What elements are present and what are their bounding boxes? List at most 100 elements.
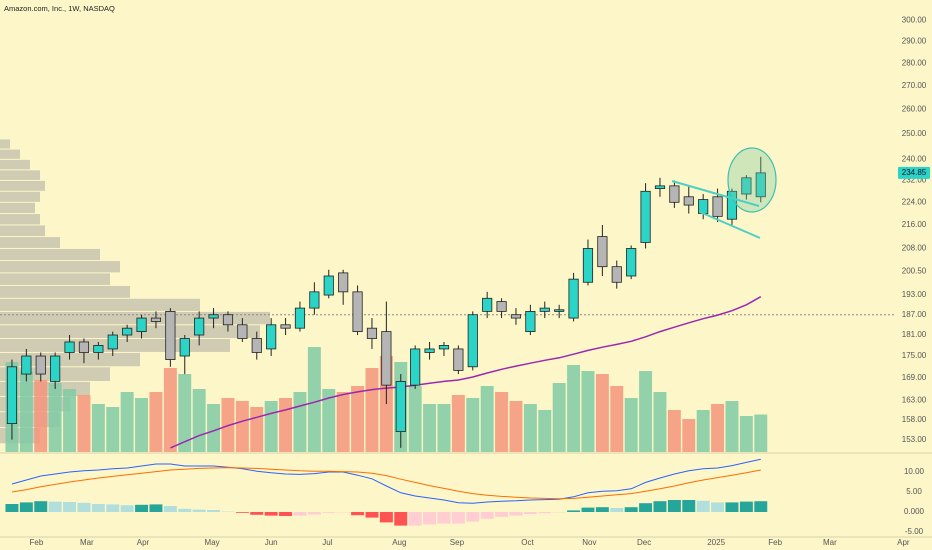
macd-histogram-bar — [178, 508, 192, 512]
volume-profile-row — [0, 180, 45, 191]
macd-histogram-bar — [207, 510, 221, 512]
x-tick-label: Sep — [450, 538, 465, 547]
candle-body — [482, 297, 493, 312]
volume-bar — [653, 392, 667, 452]
macd-histogram-bar — [250, 512, 264, 515]
volume-bar — [365, 368, 379, 452]
volume-bar — [610, 386, 624, 452]
volume-bar — [322, 389, 336, 452]
volume-profile-row — [0, 159, 30, 170]
volume-bar — [91, 404, 105, 452]
macd-histogram-bar — [163, 506, 177, 512]
volume-bar — [34, 380, 48, 452]
candle-body — [64, 341, 75, 353]
volume-bar — [149, 392, 163, 452]
volume-bar — [682, 419, 696, 452]
volume-bar — [581, 371, 595, 452]
volume-bar — [307, 347, 321, 452]
candle-body — [237, 324, 248, 339]
macd-histogram-bar — [91, 504, 105, 512]
x-tick-label: Nov — [582, 538, 596, 547]
candle-body — [568, 278, 579, 319]
y-tick-label: 181.00 — [902, 330, 927, 339]
signal-line — [11, 467, 761, 500]
highlight-ellipse — [727, 147, 777, 213]
x-tick-label: Aug — [392, 538, 406, 547]
volume-bar — [523, 404, 537, 452]
volume-profile-row — [0, 352, 140, 367]
x-tick-label: Mar — [823, 538, 837, 547]
volume-bar — [711, 404, 725, 452]
candle-body — [208, 314, 219, 319]
volume-bar — [639, 371, 653, 452]
volume-bar — [336, 392, 350, 452]
y-tick-label: 216.00 — [902, 220, 927, 229]
y-tick-label: 200.50 — [902, 266, 927, 275]
candle-body — [467, 314, 478, 368]
macd-tick-label: 10.00 — [904, 467, 925, 476]
macd-histogram-bar — [351, 512, 365, 516]
candle-body — [352, 291, 363, 332]
y-tick-label: 270.00 — [902, 81, 927, 90]
volume-bar — [207, 404, 221, 452]
y-tick-label: 240.00 — [902, 154, 927, 163]
candle-body — [309, 291, 320, 309]
y-tick-label: 163.00 — [902, 395, 927, 404]
volume-bar — [437, 404, 451, 452]
annotations — [671, 147, 777, 239]
volume-bar — [667, 410, 681, 452]
volume-bar — [135, 398, 149, 452]
macd-histogram-bar — [581, 507, 595, 512]
macd-histogram-bar — [135, 504, 149, 512]
macd-histogram-bar — [624, 507, 638, 512]
candle-body — [165, 311, 176, 360]
macd-histogram-bar — [567, 510, 581, 512]
macd-histogram-bar — [667, 500, 681, 512]
candle-body — [626, 248, 637, 277]
y-tick-label: 208.00 — [902, 244, 927, 253]
candle-body — [395, 381, 406, 432]
candle-body — [683, 196, 694, 206]
volume-profile-row — [0, 273, 110, 285]
volume-bar — [19, 371, 33, 452]
volume-bar — [264, 401, 278, 452]
candle-body — [93, 345, 104, 353]
volume-bar — [739, 416, 753, 452]
macd-histogram-bar — [48, 501, 62, 512]
trend-line-upper — [671, 180, 760, 207]
y-tick-label: 193.00 — [902, 290, 927, 299]
macd-histogram-bar — [711, 502, 725, 512]
x-tick-label: Feb — [30, 538, 44, 547]
volume-bar — [538, 410, 552, 452]
candle-body — [50, 355, 61, 382]
macd-histogram-bar — [653, 501, 667, 512]
candle-body — [338, 272, 349, 293]
y-tick-label: 187.00 — [902, 310, 927, 319]
candle-body — [410, 348, 421, 386]
volume-profile-row — [0, 237, 60, 248]
volume-bar — [63, 389, 77, 452]
candle-body — [424, 348, 435, 353]
macd-histogram-bar — [293, 512, 307, 516]
volume-bar — [466, 398, 480, 452]
y-tick-label: 250.00 — [902, 129, 927, 138]
candle-body — [78, 341, 90, 353]
y-tick-label: 175.00 — [902, 351, 927, 360]
volume-bar — [178, 374, 192, 452]
macd-histogram-bar — [495, 512, 509, 517]
volume-bar — [235, 401, 249, 452]
volume-bar — [480, 386, 494, 452]
candle-body — [712, 196, 723, 217]
candle-body — [539, 307, 550, 312]
macd-histogram-bar — [509, 512, 523, 516]
candle-body — [107, 334, 118, 350]
macd-histogram-bar — [538, 512, 552, 514]
volume-bar — [423, 404, 437, 452]
y-tick-label: 232.00 — [902, 176, 927, 185]
candle-body — [136, 317, 147, 332]
macd-histogram-bar — [682, 500, 696, 512]
candle-body — [381, 331, 392, 386]
volume-profile-row — [0, 298, 200, 311]
volume-bar — [192, 389, 206, 452]
x-tick-label: 2025 — [707, 538, 725, 547]
